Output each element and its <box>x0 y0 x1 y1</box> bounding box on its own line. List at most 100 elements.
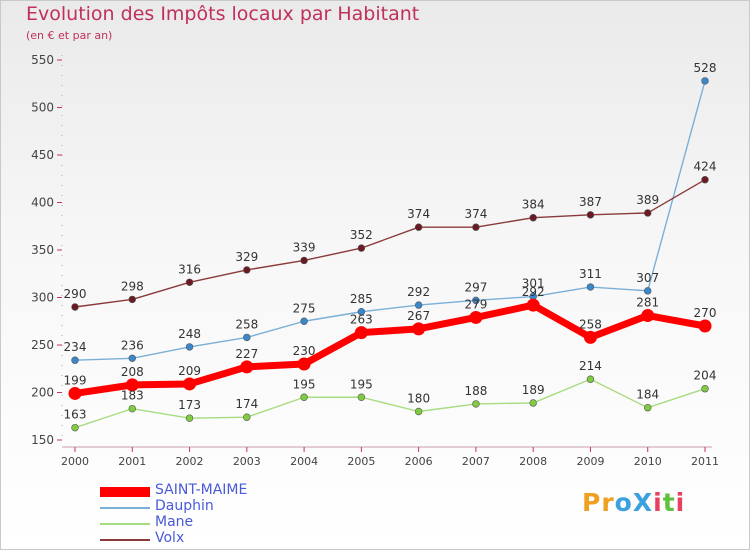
legend-label-volx: Volx <box>155 530 185 546</box>
data-label-mane: 173 <box>178 398 201 412</box>
data-label-volx: 329 <box>235 250 258 264</box>
y-tick-label: 150 <box>31 433 54 447</box>
series-line-mane <box>74 378 706 429</box>
data-label-volx: 384 <box>522 198 545 212</box>
x-tick-label: 2000 <box>61 455 89 468</box>
data-label-mane: 195 <box>350 377 373 391</box>
x-tick-label: 2002 <box>176 455 204 468</box>
data-point-mane <box>357 393 366 401</box>
logo-letter: i <box>675 488 686 517</box>
data-point-mane <box>243 413 251 421</box>
y-tick-label: 450 <box>31 148 54 162</box>
data-label-mane: 163 <box>64 408 87 422</box>
legend-swatch-volx <box>100 539 150 541</box>
data-point-volx <box>529 214 537 222</box>
data-point-dauphin <box>414 301 423 309</box>
y-tick-label: 550 <box>31 53 54 67</box>
data-label-mane: 189 <box>522 383 545 397</box>
data-label-volx: 389 <box>636 193 659 207</box>
data-point-volx <box>185 278 194 286</box>
data-label-dauphin: 258 <box>235 317 258 331</box>
logo-letter: t <box>662 488 676 517</box>
data-point-mane <box>414 407 423 416</box>
legend-label-saint-maime: SAINT-MAIME <box>155 482 248 498</box>
data-label-volx: 339 <box>293 240 316 254</box>
data-label-mane: 204 <box>694 369 717 383</box>
series-line-dauphin <box>74 80 706 361</box>
data-label-dauphin: 234 <box>64 340 87 354</box>
data-point-saint-maime <box>698 319 712 333</box>
data-point-dauphin <box>300 317 308 325</box>
data-point-volx <box>701 176 709 184</box>
x-tick-label: 2011 <box>691 455 719 468</box>
series-line-volx <box>74 178 706 308</box>
data-point-volx <box>414 223 423 231</box>
data-point-dauphin <box>128 354 136 362</box>
legend-swatch-saint-maime <box>100 487 150 497</box>
legend-label-mane: Mane <box>155 514 194 530</box>
logo-letter: P <box>582 488 602 517</box>
x-tick-label: 2010 <box>634 455 662 468</box>
data-point-dauphin <box>357 308 366 316</box>
data-point-volx <box>472 223 480 231</box>
data-label-saint-maime: 281 <box>636 296 659 310</box>
x-tick-label: 2005 <box>347 455 375 468</box>
data-label-mane: 180 <box>407 392 430 406</box>
data-point-mane <box>586 375 595 383</box>
data-point-mane <box>185 414 194 422</box>
data-label-saint-maime: 292 <box>522 285 545 299</box>
logo-letter: X <box>632 488 654 517</box>
data-point-mane <box>529 399 537 407</box>
data-label-mane: 214 <box>579 359 602 373</box>
x-tick-label: 2007 <box>462 455 490 468</box>
data-point-saint-maime <box>354 326 368 340</box>
x-tick-label: 2009 <box>576 455 604 468</box>
data-point-saint-maime <box>297 357 311 371</box>
x-tick-label: 2008 <box>519 455 547 468</box>
data-label-dauphin: 311 <box>579 267 602 281</box>
series-line-saint-maime <box>71 301 709 397</box>
data-point-volx <box>357 244 366 252</box>
data-label-mane: 188 <box>464 384 487 398</box>
data-point-volx <box>71 303 79 311</box>
data-label-volx: 387 <box>579 195 602 209</box>
legend-swatch-dauphin <box>100 507 150 509</box>
data-point-mane <box>644 404 652 412</box>
y-tick-label: 500 <box>31 101 54 115</box>
chart-subtitle: (en € et par an) <box>26 29 113 42</box>
data-point-mane <box>300 393 308 401</box>
data-point-saint-maime <box>183 377 197 391</box>
data-label-saint-maime: 258 <box>579 317 602 331</box>
data-label-dauphin: 285 <box>350 292 373 306</box>
data-label-saint-maime: 227 <box>235 347 258 361</box>
data-label-saint-maime: 263 <box>350 313 373 327</box>
logo-letter: o <box>614 488 633 517</box>
data-point-dauphin <box>185 343 194 351</box>
logo-letter: r <box>601 488 615 517</box>
data-label-mane: 184 <box>636 388 659 402</box>
chart-title: Evolution des Impôts locaux par Habitant <box>26 3 420 25</box>
x-tick-label: 2004 <box>290 455 318 468</box>
legend-label-dauphin: Dauphin <box>155 498 214 514</box>
x-tick-label: 2006 <box>405 455 433 468</box>
data-point-dauphin <box>243 333 251 342</box>
data-point-saint-maime <box>469 310 483 324</box>
data-label-volx: 374 <box>464 207 487 221</box>
data-label-dauphin: 236 <box>121 338 144 352</box>
data-point-dauphin <box>472 296 480 305</box>
data-point-mane <box>701 385 709 393</box>
data-point-mane <box>71 423 79 432</box>
data-point-volx <box>586 211 595 219</box>
data-label-volx: 352 <box>350 228 373 242</box>
data-point-saint-maime <box>68 386 82 400</box>
data-point-dauphin <box>586 283 595 291</box>
y-tick-label: 250 <box>31 338 54 352</box>
data-label-dauphin: 307 <box>636 271 659 285</box>
data-label-volx: 374 <box>407 207 430 221</box>
data-label-saint-maime: 270 <box>694 306 717 320</box>
data-point-saint-maime <box>526 298 540 312</box>
y-tick-label: 300 <box>31 291 54 305</box>
data-label-saint-maime: 230 <box>293 344 316 358</box>
